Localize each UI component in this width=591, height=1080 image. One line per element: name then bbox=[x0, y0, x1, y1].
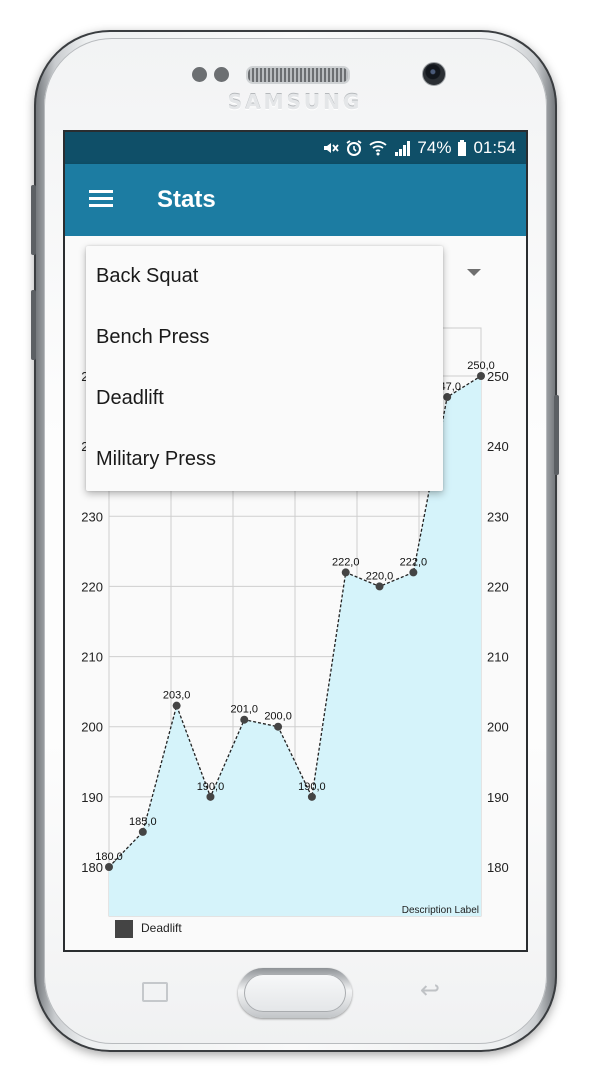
battery-percent: 74% bbox=[417, 138, 452, 157]
signal-icon bbox=[393, 139, 411, 157]
data-point bbox=[138, 827, 147, 836]
status-bar: 74% 01:54 bbox=[65, 132, 526, 164]
earpiece-speaker bbox=[246, 66, 350, 84]
dropdown-item-bench-press[interactable]: Bench Press bbox=[96, 326, 210, 348]
data-point bbox=[477, 372, 485, 380]
wifi-icon bbox=[369, 139, 388, 157]
data-label: 180,0 bbox=[95, 851, 123, 863]
series-line bbox=[108, 375, 482, 868]
data-point bbox=[172, 701, 181, 710]
y-tick-label-left: 210 bbox=[81, 650, 103, 665]
data-point bbox=[105, 863, 113, 871]
y-tick-label-right: 220 bbox=[487, 579, 509, 594]
description-label: Description Label bbox=[402, 905, 479, 916]
app-toolbar: Stats bbox=[65, 164, 526, 236]
proximity-sensor bbox=[192, 67, 207, 82]
data-point bbox=[206, 792, 215, 801]
y-tick-label-right: 190 bbox=[487, 790, 509, 805]
alarm-icon bbox=[345, 139, 363, 157]
y-tick-label-left: 230 bbox=[81, 509, 103, 524]
volume-down-button bbox=[31, 290, 36, 360]
y-tick-label-right: 200 bbox=[487, 720, 509, 735]
back-icon[interactable]: ↩ bbox=[420, 976, 441, 1004]
data-label: 203,0 bbox=[163, 690, 191, 702]
data-point bbox=[307, 792, 316, 801]
page-title: Stats bbox=[157, 186, 216, 213]
battery-icon bbox=[457, 139, 467, 157]
y-tick-label-left: 180 bbox=[81, 860, 103, 875]
data-point bbox=[274, 722, 283, 731]
y-tick-label-right: 240 bbox=[487, 439, 509, 454]
y-tick-label-left: 200 bbox=[81, 720, 103, 735]
data-point bbox=[409, 568, 418, 577]
data-label: 222,0 bbox=[332, 556, 360, 568]
dropdown-item-back-squat[interactable]: Back Squat bbox=[96, 265, 199, 287]
power-button bbox=[554, 395, 559, 475]
y-tick-label-right: 250 bbox=[487, 369, 509, 384]
clock: 01:54 bbox=[473, 138, 516, 157]
light-sensor bbox=[214, 67, 229, 82]
volume-up-button bbox=[31, 185, 36, 255]
screen: 74% 01:54 Stats 180 180 190 190 200 200 210 210… bbox=[65, 132, 526, 950]
data-point bbox=[341, 568, 350, 577]
stats-content: 180 180 190 190 200 200 210 210 220 220 230 230 240 2… bbox=[65, 236, 526, 950]
data-label: 220,0 bbox=[366, 570, 394, 582]
data-label: 190,0 bbox=[197, 781, 225, 793]
data-label: 201,0 bbox=[231, 704, 259, 716]
y-tick-label-left: 220 bbox=[81, 579, 103, 594]
exercise-dropdown-menu: Back Squat Bench Press Deadlift Military… bbox=[86, 246, 443, 491]
data-label: 190,0 bbox=[298, 781, 326, 793]
area-fill bbox=[109, 376, 481, 916]
y-tick-label-left: 190 bbox=[81, 790, 103, 805]
brand-logo: SAMSUNG bbox=[227, 90, 363, 114]
legend-label: Deadlift bbox=[141, 921, 182, 935]
data-point bbox=[240, 715, 249, 724]
dropdown-item-deadlift[interactable]: Deadlift bbox=[96, 387, 164, 409]
legend-swatch bbox=[115, 920, 133, 938]
data-label: 200,0 bbox=[264, 711, 292, 723]
home-button[interactable] bbox=[238, 968, 352, 1018]
data-label: 222,0 bbox=[400, 556, 428, 568]
data-label: 250,0 bbox=[467, 360, 495, 372]
y-tick-label-right: 180 bbox=[487, 860, 509, 875]
dropdown-item-military-press[interactable]: Military Press bbox=[96, 448, 217, 470]
data-label: 185,0 bbox=[129, 816, 157, 828]
hamburger-menu-icon[interactable] bbox=[89, 190, 113, 208]
mute-icon bbox=[321, 139, 340, 157]
y-tick-label-right: 230 bbox=[487, 509, 509, 524]
data-point bbox=[375, 582, 384, 591]
data-point bbox=[443, 393, 452, 402]
y-tick-label-right: 210 bbox=[487, 650, 509, 665]
exercise-spinner-arrow-icon[interactable] bbox=[467, 269, 481, 276]
front-camera bbox=[422, 62, 446, 86]
recent-apps-icon[interactable] bbox=[142, 982, 168, 1002]
